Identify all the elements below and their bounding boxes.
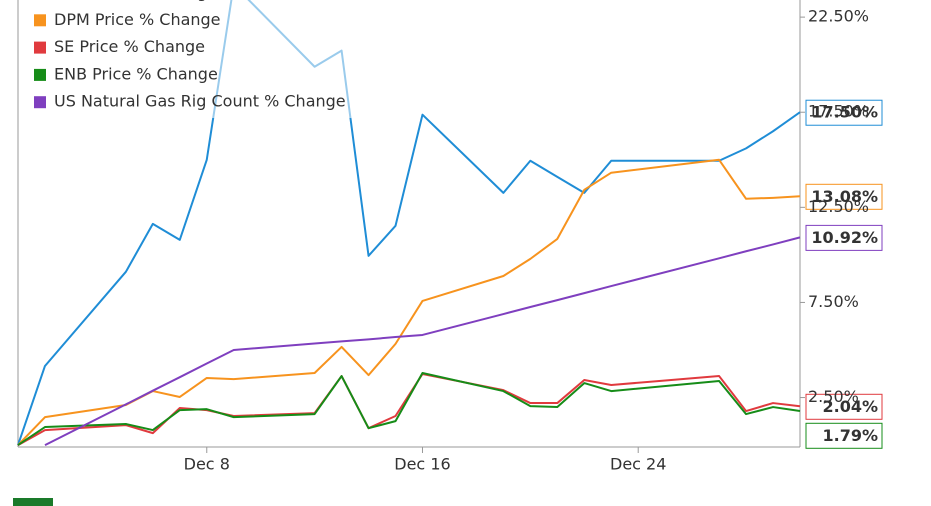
end-label-box — [805, 183, 883, 210]
end-label: 13.08% — [811, 187, 878, 206]
end-label-box — [805, 99, 883, 126]
y-tick-label: 2.50% — [808, 387, 859, 406]
end-label-box — [805, 224, 883, 251]
x-tick-label: Dec 16 — [394, 455, 450, 474]
series-line — [17, 372, 801, 446]
legend-swatch — [34, 41, 46, 54]
legend-swatch — [34, 96, 46, 109]
end-labels: 17.50% 13.08% 10.92% 2.04% 1.79% — [805, 99, 883, 449]
end-label: 2.04% — [822, 397, 878, 416]
y-tick-label: 17.50% — [808, 102, 869, 121]
x-tick-label: Dec 8 — [184, 455, 230, 474]
series-line — [17, 158, 801, 446]
legend: NEE Price % Change DPM Price % Change SE P… — [25, 0, 398, 118]
legend-box — [25, 0, 398, 118]
series-line — [17, 372, 801, 446]
end-label: 1.79% — [822, 426, 878, 445]
end-label: 17.50% — [811, 103, 878, 122]
logo — [13, 498, 53, 506]
end-label-box — [805, 422, 883, 449]
legend-label: DPM Price % Change — [54, 10, 221, 29]
legend-label: ENB Price % Change — [54, 64, 218, 83]
legend-label: SE Price % Change — [54, 37, 205, 56]
y-tick-label: 7.50% — [808, 292, 859, 311]
legend-label: US Natural Gas Rig Count % Change — [54, 92, 346, 111]
plot-area — [17, 0, 801, 446]
end-label: 10.92% — [811, 228, 878, 247]
legend-swatch — [34, 14, 46, 27]
y-tick-label: 12.50% — [808, 197, 869, 216]
legend-swatch — [34, 68, 46, 81]
x-tick-label: Dec 24 — [610, 455, 666, 474]
y-tick-label: 22.50% — [808, 7, 869, 26]
end-label-box — [805, 393, 883, 420]
series-line — [44, 236, 801, 446]
series-line — [17, 0, 801, 446]
legend-label: NEE Price % Change — [54, 0, 217, 2]
